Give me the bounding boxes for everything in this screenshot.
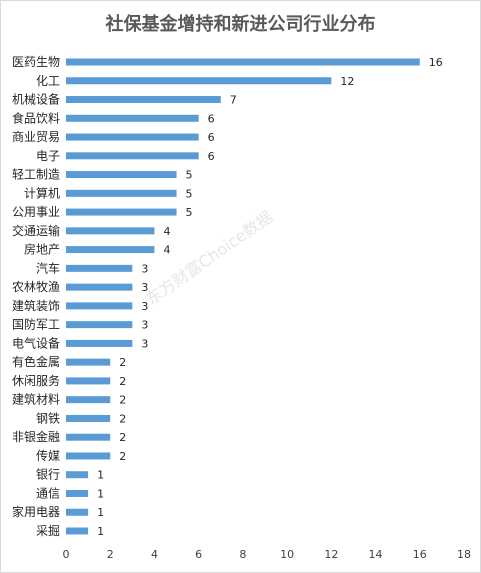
- x-tick-label: 12: [324, 548, 338, 561]
- bar-20: [66, 433, 111, 441]
- data-label: 1: [97, 487, 104, 500]
- category-label: 通信: [36, 486, 60, 500]
- data-label: 5: [186, 187, 193, 200]
- data-label: 12: [340, 75, 354, 88]
- x-tick-label: 16: [413, 548, 427, 561]
- data-label: 3: [141, 337, 148, 350]
- bar-21: [66, 452, 111, 460]
- x-tick-label: 4: [151, 548, 158, 561]
- category-label: 钢铁: [36, 411, 60, 425]
- bar-15: [66, 339, 133, 347]
- data-label: 2: [119, 431, 126, 444]
- data-label: 6: [208, 112, 215, 125]
- bar-19: [66, 414, 111, 422]
- data-label: 3: [141, 319, 148, 332]
- bar-1: [66, 77, 332, 85]
- category-label: 银行: [36, 468, 60, 482]
- data-label: 2: [119, 450, 126, 463]
- category-label: 休闲服务: [12, 373, 60, 388]
- x-tick-label: 18: [457, 548, 471, 561]
- category-label: 家用电器: [12, 504, 60, 519]
- bar-0: [66, 58, 420, 66]
- x-tick-label: 6: [195, 548, 202, 561]
- category-label: 轻工制造: [12, 168, 60, 182]
- bar-17: [66, 377, 111, 385]
- data-label: 2: [119, 394, 126, 407]
- bar-11: [66, 264, 133, 272]
- category-label: 公用事业: [12, 205, 60, 219]
- bar-16: [66, 358, 111, 366]
- bar-9: [66, 227, 155, 235]
- bar-24: [66, 508, 89, 516]
- category-label: 机械设备: [12, 92, 60, 107]
- bar-3: [66, 114, 199, 122]
- category-label: 化工: [36, 74, 60, 88]
- category-label: 房地产: [24, 242, 60, 257]
- data-label: 5: [186, 169, 193, 182]
- bar-2: [66, 96, 221, 104]
- data-label: 6: [208, 150, 215, 163]
- chart-title: 社保基金增持和新进公司行业分布: [105, 14, 376, 35]
- category-label: 有色金属: [12, 354, 60, 369]
- data-label: 5: [186, 206, 193, 219]
- category-label: 建筑材料: [12, 392, 60, 407]
- data-label: 16: [429, 56, 443, 69]
- bar-13: [66, 302, 133, 310]
- bar-5: [66, 152, 199, 160]
- bar-12: [66, 283, 133, 291]
- data-label: 2: [119, 412, 126, 425]
- x-tick-label: 2: [107, 548, 114, 561]
- category-label: 电子: [36, 149, 60, 163]
- bar-8: [66, 208, 177, 216]
- bar-14: [66, 321, 133, 329]
- data-label: 6: [208, 131, 215, 144]
- data-label: 3: [141, 262, 148, 275]
- data-label: 3: [141, 300, 148, 313]
- category-label: 电气设备: [12, 335, 60, 350]
- x-tick-label: 8: [239, 548, 246, 561]
- data-label: 3: [141, 281, 148, 294]
- data-label: 4: [163, 244, 170, 257]
- category-label: 商业贸易: [12, 129, 60, 144]
- bar-4: [66, 133, 199, 141]
- data-label: 7: [230, 94, 237, 107]
- bar-23: [66, 489, 89, 497]
- data-label: 1: [97, 506, 104, 519]
- category-label: 农林牧渔: [12, 280, 60, 294]
- category-label: 食品饮料: [12, 110, 60, 125]
- data-label: 1: [97, 469, 104, 482]
- x-tick-label: 10: [280, 548, 294, 561]
- x-tick-label: 0: [63, 548, 70, 561]
- x-tick-label: 14: [369, 548, 383, 561]
- bar-18: [66, 396, 111, 404]
- category-label: 计算机: [24, 185, 60, 200]
- bar-7: [66, 189, 177, 197]
- data-label: 2: [119, 356, 126, 369]
- data-label: 2: [119, 375, 126, 388]
- category-label: 医药生物: [12, 55, 60, 69]
- bar-10: [66, 246, 155, 254]
- category-label: 非银金融: [12, 429, 60, 444]
- bar-25: [66, 527, 89, 535]
- category-label: 采掘: [36, 523, 60, 538]
- data-label: 4: [163, 225, 170, 238]
- category-label: 交通运输: [12, 223, 60, 238]
- category-label: 国防军工: [12, 317, 60, 332]
- category-label: 传媒: [36, 448, 60, 463]
- category-label: 汽车: [36, 260, 60, 275]
- data-label: 1: [97, 525, 104, 538]
- bar-22: [66, 471, 89, 479]
- category-label: 建筑装饰: [12, 298, 60, 313]
- bar-6: [66, 171, 177, 179]
